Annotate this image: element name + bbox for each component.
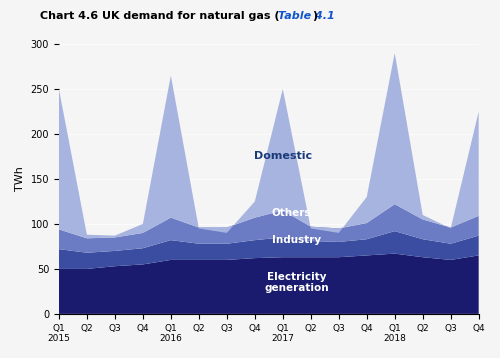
Text: Table 4.1: Table 4.1 bbox=[278, 11, 334, 21]
Text: Industry: Industry bbox=[272, 235, 322, 245]
Text: Electricity
generation: Electricity generation bbox=[264, 272, 329, 293]
Text: Chart 4.6 UK demand for natural gas (: Chart 4.6 UK demand for natural gas ( bbox=[40, 11, 280, 21]
Y-axis label: TWh: TWh bbox=[15, 166, 25, 192]
Text: ): ) bbox=[312, 11, 318, 21]
Text: Domestic: Domestic bbox=[254, 151, 312, 161]
Text: Others: Others bbox=[272, 208, 311, 218]
